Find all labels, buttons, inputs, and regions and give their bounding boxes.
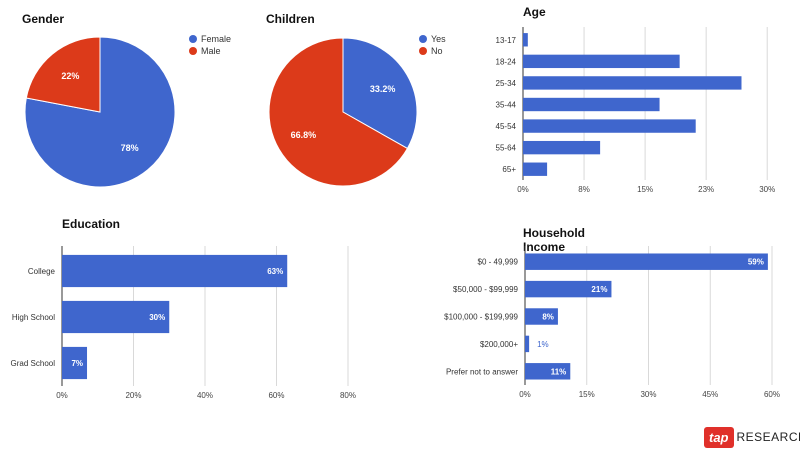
age-tick-label: 0% — [517, 185, 529, 194]
legend-label-yes: Yes — [431, 34, 446, 44]
children-legend: Yes No — [419, 33, 446, 57]
income-value-label-100-000-199-999: 8% — [542, 313, 554, 322]
age-bar-55-64[interactable] — [523, 140, 601, 155]
children-slice-label-yes: 33.2% — [370, 84, 396, 94]
legend-label-male: Male — [201, 46, 221, 56]
education-bar-college[interactable] — [62, 254, 288, 288]
logo-text: RESEARCH — [736, 430, 800, 444]
education-tick-label: 0% — [56, 391, 68, 400]
income-tick-label: 60% — [764, 390, 780, 399]
gender-chart-title: Gender — [22, 12, 65, 26]
income-category-label: $100,000 - $199,999 — [444, 313, 518, 322]
age-category-label: 45-54 — [496, 122, 517, 131]
income-tick-label: 15% — [579, 390, 595, 399]
age-category-label: 35-44 — [496, 101, 517, 110]
legend-item-yes[interactable]: Yes — [419, 33, 446, 45]
legend-item-female[interactable]: Female — [189, 33, 231, 45]
education-tick-label: 20% — [125, 391, 141, 400]
age-bar-chart: 0% 8% 15% 23% 30% 13-17 18-24 25-34 35-44 45-54 55… — [496, 27, 775, 194]
age-tick-label: 30% — [759, 185, 775, 194]
age-bar-65[interactable] — [523, 162, 548, 176]
education-bar-high-school[interactable] — [62, 300, 170, 334]
children-pie-chart: 33.2% 66.8% — [268, 37, 418, 187]
education-tick-label: 80% — [340, 391, 356, 400]
education-bar-grad-school[interactable] — [62, 346, 88, 380]
education-chart-title: Education — [62, 217, 121, 231]
age-category-label: 55-64 — [496, 144, 517, 153]
income-value-label-prefer-not-to-answer: 11% — [551, 367, 567, 376]
income-value-label-0-49-999: 59% — [748, 258, 764, 267]
age-tick-label: 23% — [698, 185, 714, 194]
income-tick-label: 30% — [640, 390, 656, 399]
income-bar-200-000[interactable] — [525, 335, 530, 353]
legend-swatch-male — [189, 47, 197, 55]
education-value-label-grad-school: 7% — [71, 359, 83, 368]
age-bar-25-34[interactable] — [523, 76, 742, 90]
age-bar-45-54[interactable] — [523, 119, 696, 133]
legend-item-no[interactable]: No — [419, 45, 446, 57]
age-category-label: 13-17 — [496, 36, 517, 45]
income-category-label: $50,000 - $99,999 — [453, 285, 518, 294]
education-category-label: High School — [12, 313, 55, 322]
gender-slice-female[interactable] — [24, 36, 176, 188]
income-value-label-200-000: 1% — [537, 340, 549, 349]
legend-swatch-no — [419, 47, 427, 55]
income-bar-chart: 0% 15% 30% 45% 60% $0 - 49,999 59% $50,000 - $9… — [444, 246, 780, 399]
age-tick-label: 15% — [637, 185, 653, 194]
logo-mark: tap — [704, 426, 734, 448]
age-bar-18-24[interactable] — [523, 54, 680, 69]
income-tick-label: 0% — [519, 390, 531, 399]
tap-research-logo: tap RESEARCH — [704, 424, 800, 450]
income-category-label: $0 - 49,999 — [478, 258, 519, 267]
education-tick-label: 40% — [197, 391, 213, 400]
age-tick-label: 8% — [578, 185, 590, 194]
gender-slice-label-female: 78% — [121, 143, 139, 153]
gender-pie-chart: 78% 22% — [24, 36, 176, 188]
gender-legend: Female Male — [189, 33, 231, 57]
education-bar-chart: 0% 20% 40% 60% 80% College 63% High School 30% Gr… — [11, 246, 356, 400]
children-slice-yes[interactable] — [342, 37, 418, 150]
income-value-label-50-000-99-999: 21% — [591, 285, 607, 294]
age-category-label: 18-24 — [496, 57, 517, 66]
income-chart-title: Household Income — [523, 226, 585, 254]
income-bar-0-49-999[interactable] — [525, 253, 768, 270]
income-bar-50-000-99-999[interactable] — [525, 280, 612, 298]
income-category-label: $200,000+ — [480, 340, 518, 349]
legend-swatch-female — [189, 35, 197, 43]
education-tick-label: 60% — [268, 391, 284, 400]
legend-item-male[interactable]: Male — [189, 45, 231, 57]
income-bar-prefer-not-to-answer[interactable] — [525, 363, 571, 380]
children-slice-label-no: 66.8% — [291, 130, 317, 140]
gender-slice-male[interactable] — [25, 36, 101, 113]
education-value-label-college: 63% — [267, 267, 283, 276]
legend-swatch-yes — [419, 35, 427, 43]
age-category-label: 25-34 — [496, 79, 517, 88]
gender-slice-label-male: 22% — [61, 71, 79, 81]
education-category-label: College — [28, 267, 56, 276]
age-category-label: 65+ — [502, 165, 516, 174]
age-bar-35-44[interactable] — [523, 97, 660, 112]
education-category-label: Grad School — [11, 359, 56, 368]
income-tick-label: 45% — [702, 390, 718, 399]
children-slice-no[interactable] — [268, 37, 409, 187]
legend-label-female: Female — [201, 34, 232, 44]
legend-label-no: No — [431, 46, 443, 56]
income-category-label: Prefer not to answer — [446, 367, 518, 376]
education-value-label-high-school: 30% — [149, 313, 165, 322]
age-bar-13-17[interactable] — [523, 33, 528, 47]
children-chart-title: Children — [266, 12, 315, 26]
age-chart-title: Age — [523, 5, 546, 19]
income-bar-100-000-199-999[interactable] — [525, 308, 558, 325]
